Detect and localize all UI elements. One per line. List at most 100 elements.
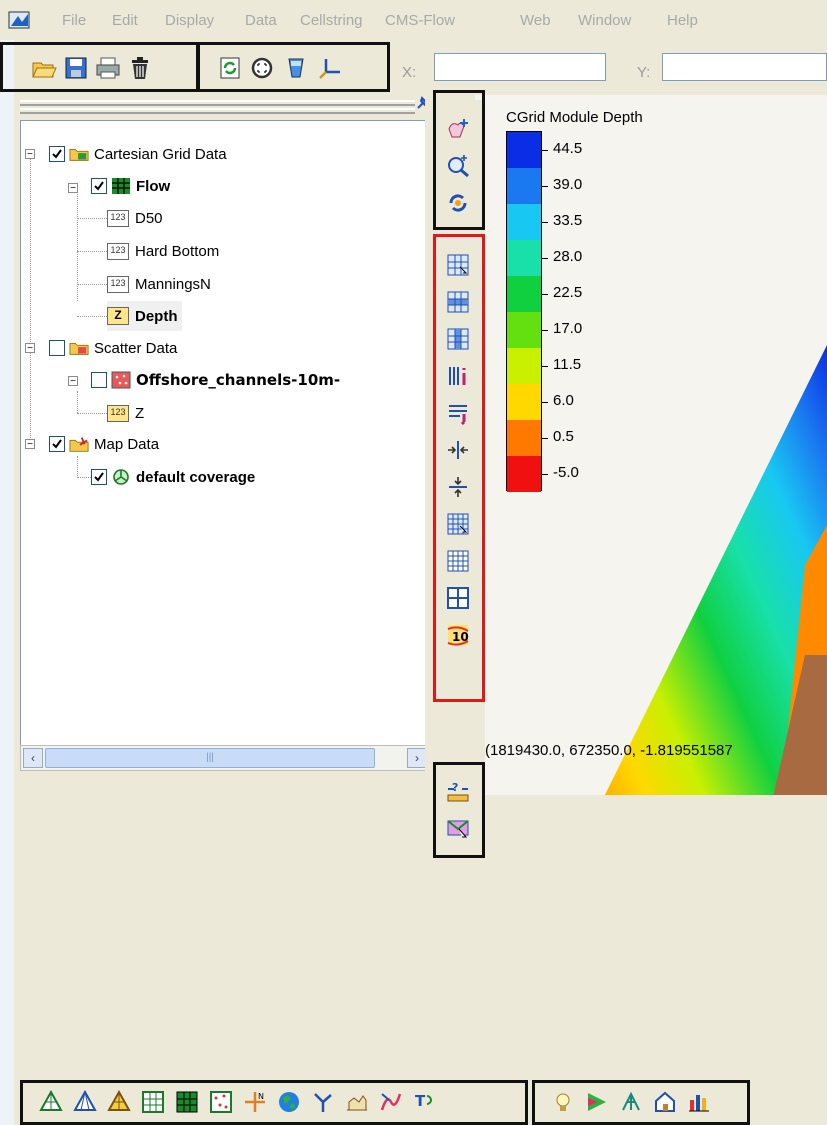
split-horizontal-icon[interactable] (445, 437, 471, 463)
x-coordinate-field[interactable] (434, 53, 606, 81)
menu-help[interactable]: Help (667, 12, 698, 29)
select-grid-icon[interactable] (445, 116, 471, 142)
rotate-icon[interactable] (445, 190, 471, 216)
tree-connector (77, 456, 78, 478)
cartesian-grid-module-icon[interactable] (140, 1089, 166, 1115)
mesh-module-icon[interactable] (38, 1089, 64, 1115)
collapse-toggle[interactable]: − (25, 149, 35, 160)
tree-item-manningsn[interactable]: 123 ManningsN (107, 269, 211, 299)
delete-icon[interactable] (126, 54, 154, 82)
tree-item-z[interactable]: 123 Z (107, 398, 144, 428)
checkbox-checked[interactable] (91, 178, 107, 194)
panel-grip-2 (20, 108, 415, 114)
collapse-toggle[interactable]: − (25, 343, 35, 354)
tree-item-scatter-data[interactable]: Scatter Data (49, 333, 177, 363)
tree-connector (77, 413, 107, 414)
menu-edit[interactable]: Edit (112, 12, 138, 29)
legend-swatch (507, 240, 541, 276)
print-icon[interactable] (94, 54, 122, 82)
checkbox-checked[interactable] (49, 146, 65, 162)
refine-icon[interactable] (445, 400, 471, 426)
grid-depth-map (604, 345, 827, 795)
menu-web[interactable]: Web (520, 12, 551, 29)
contour-label-icon[interactable]: 10 (445, 622, 471, 648)
tree-label: D50 (135, 209, 163, 227)
tin-module-icon[interactable] (72, 1089, 98, 1115)
select-cell-icon[interactable] (445, 252, 471, 278)
tree-item-flow[interactable]: Flow (91, 171, 170, 201)
scroll-left-button[interactable]: ‹ (23, 748, 43, 768)
folder-grid-icon (69, 145, 89, 163)
scatter-set-icon (111, 371, 131, 389)
select-view-icon[interactable] (445, 816, 471, 842)
annotation-module-icon[interactable]: T (412, 1089, 438, 1115)
collapse-toggle[interactable]: − (68, 183, 78, 194)
tree-label: default coverage (136, 468, 256, 486)
misc-tools-highlight (433, 762, 485, 858)
save-icon[interactable] (62, 54, 90, 82)
refresh-icon[interactable] (216, 54, 244, 82)
checkbox-checked[interactable] (49, 436, 65, 452)
select-column-icon[interactable] (445, 326, 471, 352)
scroll-thumb[interactable]: ||| (45, 748, 375, 768)
scroll-right-button[interactable]: › (407, 748, 427, 768)
map-module-icon[interactable]: N (242, 1089, 268, 1115)
1d-module-icon[interactable] (344, 1089, 370, 1115)
light-icon[interactable] (550, 1089, 576, 1115)
legend-label: 28.0 (553, 248, 583, 265)
menu-window[interactable]: Window (578, 12, 632, 29)
panel-grip[interactable] (20, 100, 415, 106)
vector-icon[interactable] (618, 1089, 644, 1115)
view-tools-highlight (433, 90, 485, 230)
axes-icon[interactable] (316, 54, 344, 82)
grid-frame-icon[interactable] (445, 548, 471, 574)
tree-item-default-coverage[interactable]: default coverage (91, 462, 255, 492)
tree-item-d50[interactable]: 123 D50 (107, 203, 163, 233)
checkbox-unchecked[interactable] (91, 372, 107, 388)
cell-grid-icon[interactable] (445, 585, 471, 611)
tree-item-depth[interactable]: Z Depth (107, 301, 182, 331)
menu-cellstring[interactable]: Cellstring (300, 12, 363, 29)
display-options-icon[interactable] (282, 54, 310, 82)
menu-display[interactable]: Display (165, 12, 215, 29)
select-row-icon[interactable] (445, 289, 471, 315)
frame-icon[interactable] (248, 54, 276, 82)
y-coordinate-field[interactable] (662, 53, 827, 81)
svg-text:?: ? (452, 781, 458, 794)
project-explorer-tree[interactable]: − Cartesian Grid Data − Flow 123 D50 123… (20, 120, 432, 747)
house-icon[interactable] (652, 1089, 678, 1115)
grid-module-icon[interactable] (106, 1089, 132, 1115)
gis-module-icon[interactable] (276, 1089, 302, 1115)
merge-cells-icon[interactable] (445, 363, 471, 389)
tree-item-offshore-channels[interactable]: Offshore_channels-10m- (91, 365, 340, 395)
legend-tick (542, 366, 548, 367)
collapse-toggle[interactable]: − (68, 376, 78, 387)
legend-swatch (507, 456, 541, 492)
collapse-toggle[interactable]: − (25, 439, 35, 450)
2d-grid-module-icon[interactable] (174, 1089, 200, 1115)
create-cells-icon[interactable] (445, 511, 471, 537)
curve-module-icon[interactable] (378, 1089, 404, 1115)
menu-data[interactable]: Data (245, 12, 277, 29)
split-vertical-icon[interactable] (445, 474, 471, 500)
view-toolbar-highlight (196, 42, 390, 92)
tree-connector (77, 391, 78, 413)
zoom-icon[interactable] (445, 152, 471, 178)
open-icon[interactable] (30, 54, 58, 82)
tree-item-map-data[interactable]: Map Data (49, 429, 159, 459)
legend-label: 17.0 (553, 320, 583, 337)
checkbox-checked[interactable] (91, 469, 107, 485)
extra-toolbar-highlight (532, 1080, 750, 1125)
tree-item-hard-bottom[interactable]: 123 Hard Bottom (107, 236, 219, 266)
particle-module-icon[interactable] (310, 1089, 336, 1115)
tree-item-cartesian-grid-data[interactable]: Cartesian Grid Data (49, 139, 227, 169)
scatter-module-icon[interactable] (208, 1089, 234, 1115)
menu-file[interactable]: File (62, 12, 87, 29)
contour-icon[interactable] (584, 1089, 610, 1115)
ruler-icon[interactable]: ? (445, 779, 471, 805)
checkbox-unchecked[interactable] (49, 340, 65, 356)
tree-horizontal-scrollbar[interactable]: ‹ ||| › (20, 745, 430, 771)
plot-icon[interactable] (686, 1089, 712, 1115)
menu-cms-flow[interactable]: CMS-Flow (385, 12, 455, 29)
legend-swatch (507, 420, 541, 456)
